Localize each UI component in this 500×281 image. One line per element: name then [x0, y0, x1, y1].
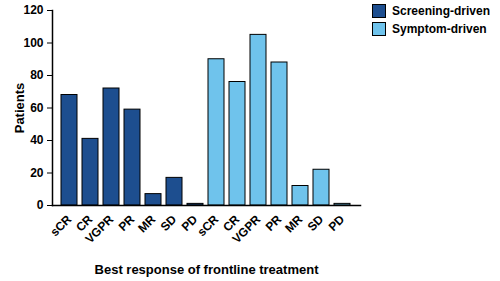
- svg-text:SD: SD: [158, 212, 180, 234]
- svg-text:VGPR: VGPR: [82, 212, 116, 246]
- svg-text:100: 100: [23, 36, 43, 50]
- svg-text:Patients: Patients: [12, 83, 27, 134]
- svg-text:SD: SD: [305, 212, 327, 234]
- svg-text:Best response of frontline tre: Best response of frontline treatment: [95, 262, 320, 277]
- svg-text:MR: MR: [135, 212, 158, 235]
- svg-text:20: 20: [30, 166, 44, 180]
- html-text:Screening-driven: Screening-driven: [392, 4, 490, 18]
- svg-text:0: 0: [37, 198, 44, 212]
- svg-text:PR: PR: [263, 212, 285, 234]
- svg-text:60: 60: [30, 101, 44, 115]
- svg-text:40: 40: [30, 133, 44, 147]
- svg-text:sCR: sCR: [194, 212, 221, 239]
- svg-text:MR: MR: [282, 212, 305, 235]
- svg-text:PR: PR: [116, 212, 138, 234]
- svg-text:CR: CR: [220, 212, 243, 235]
- svg-text:PD: PD: [326, 212, 348, 234]
- svg-text:VGPR: VGPR: [229, 212, 263, 246]
- svg-text:80: 80: [30, 68, 44, 82]
- html-text:Symptom-driven: Symptom-driven: [392, 22, 487, 36]
- svg-text:PD: PD: [178, 212, 201, 234]
- svg-text:120: 120: [23, 3, 43, 17]
- svg-text:CR: CR: [73, 212, 96, 235]
- svg-text:sCR: sCR: [47, 212, 74, 239]
